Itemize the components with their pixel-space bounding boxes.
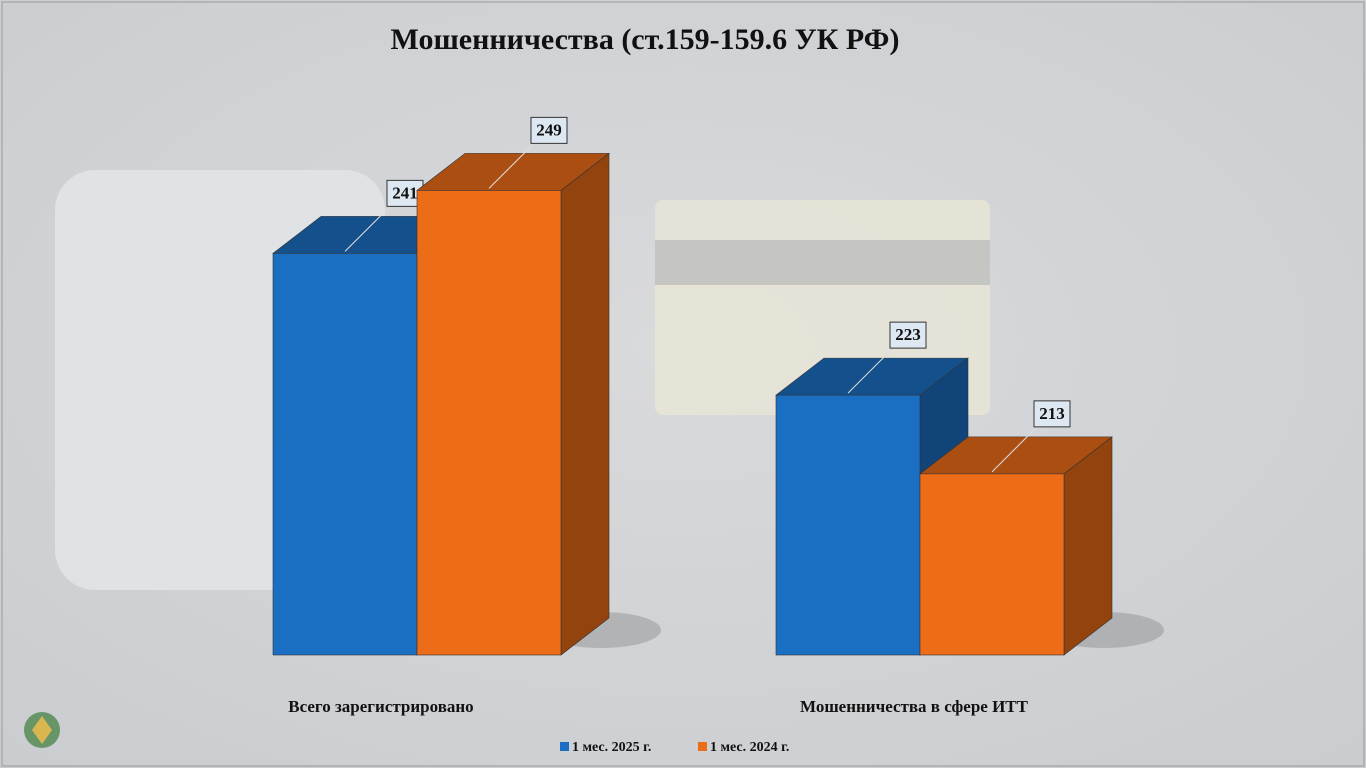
x-tick-label: Всего зарегистрировано (288, 697, 473, 716)
legend-swatch (698, 742, 707, 751)
value-label-box (889, 321, 927, 349)
bar (919, 473, 1065, 656)
leader-line (847, 346, 895, 394)
bar (272, 253, 418, 656)
legend-label: 1 мес. 2025 г. (572, 740, 651, 755)
legend-label: 1 мес. 2024 г. (710, 740, 789, 755)
bar-side (560, 152, 610, 656)
value-label-box (530, 116, 568, 144)
logo (24, 712, 60, 748)
bar-side (1063, 436, 1113, 656)
value-label-box (1033, 400, 1071, 428)
bar (775, 394, 921, 656)
bar (416, 190, 562, 656)
value-label: 213 (1039, 404, 1065, 423)
value-label: 241 (392, 183, 418, 202)
leader-line (991, 425, 1039, 473)
legend-swatch (560, 742, 569, 751)
x-tick-label: Мошенничества в сфере ИТТ (800, 697, 1029, 716)
chart-title: Мошенничества (ст.159-159.6 УК РФ) (391, 23, 900, 56)
value-label: 249 (536, 120, 562, 139)
leader-line (344, 205, 392, 252)
value-label: 223 (895, 325, 921, 344)
bg-card-stripe (655, 240, 990, 285)
leader-line (488, 142, 536, 189)
